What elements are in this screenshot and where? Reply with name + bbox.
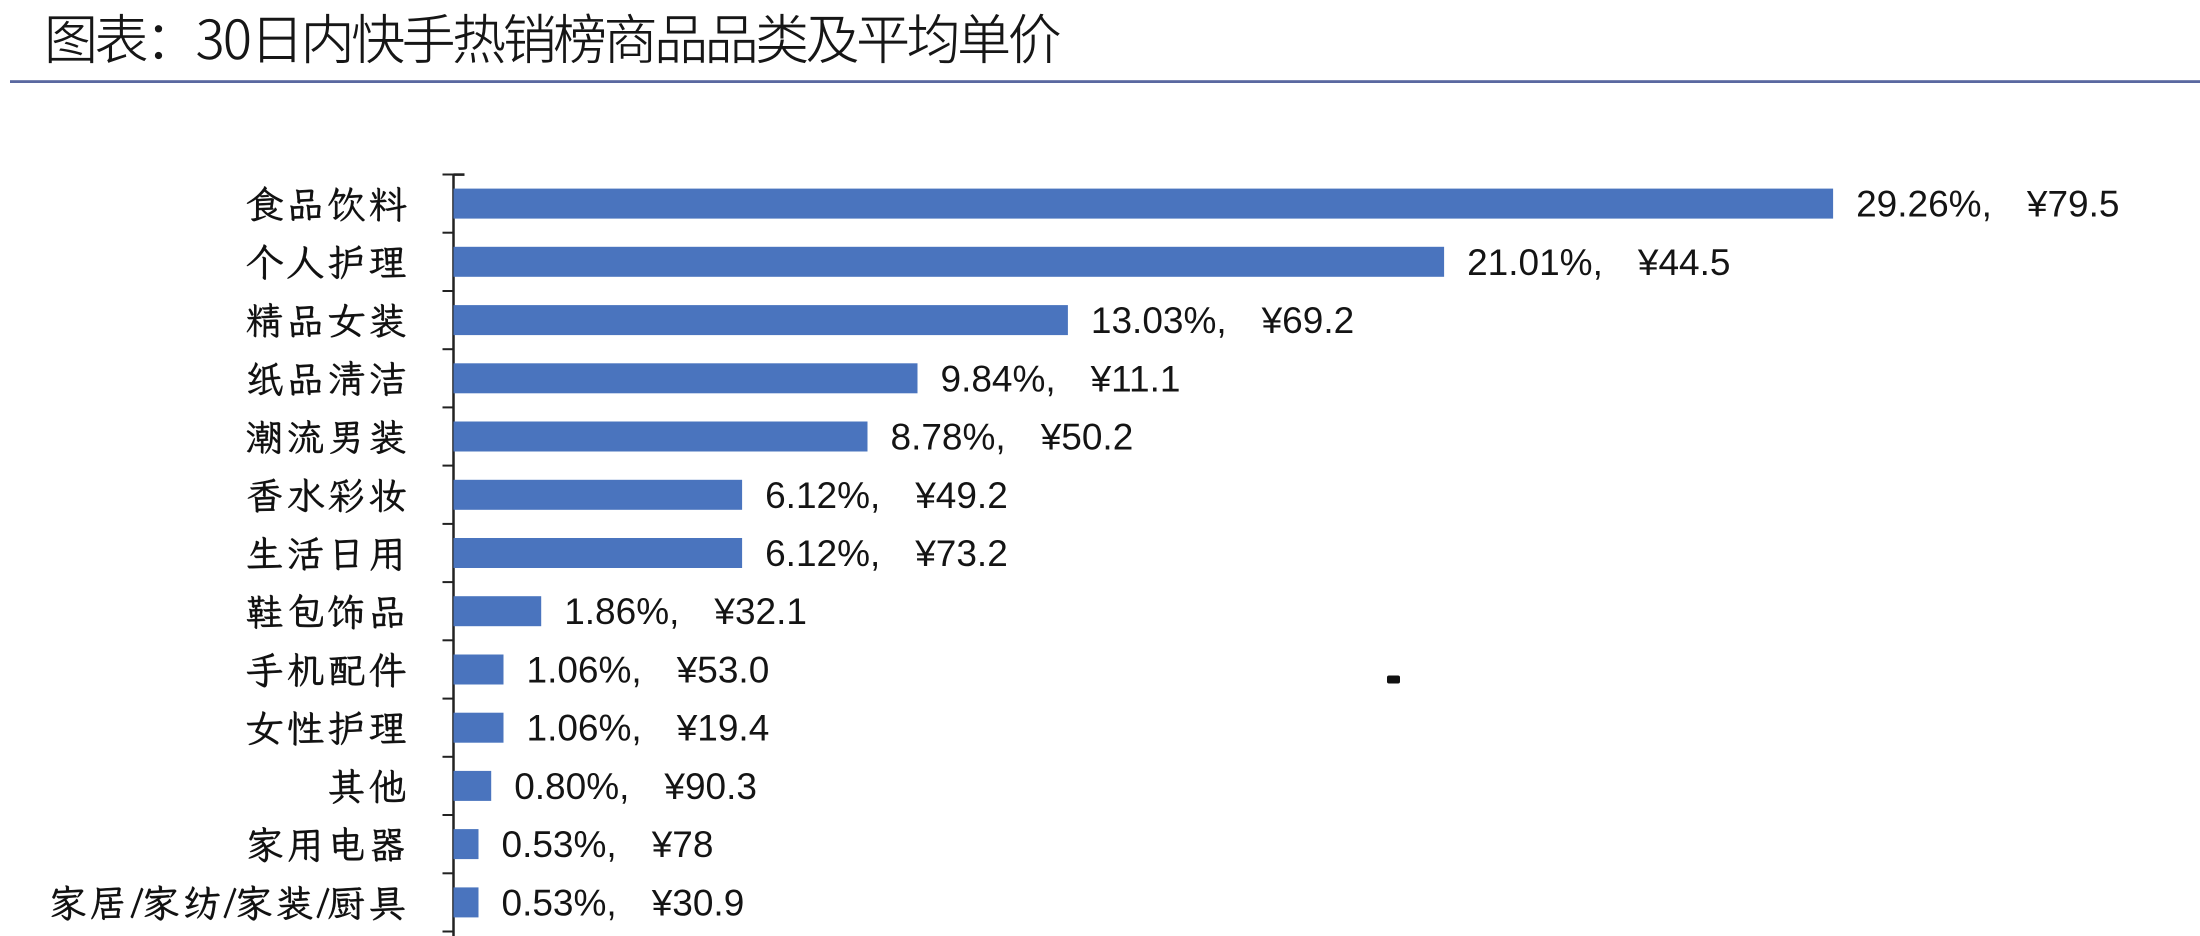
- svg-text:¥19.4: ¥19.4: [676, 708, 770, 749]
- svg-text:1.86%,: 1.86%,: [564, 591, 679, 632]
- svg-text:21.01%,: 21.01%,: [1467, 242, 1603, 283]
- svg-text:¥69.2: ¥69.2: [1261, 300, 1355, 341]
- svg-text:6.12%,: 6.12%,: [765, 533, 880, 574]
- svg-text:¥30.9: ¥30.9: [651, 882, 745, 923]
- svg-text:¥53.0: ¥53.0: [676, 650, 770, 691]
- svg-text:0.53%,: 0.53%,: [502, 882, 617, 923]
- svg-text:29.26%,: 29.26%,: [1856, 184, 1992, 225]
- svg-text:¥73.2: ¥73.2: [914, 533, 1008, 574]
- svg-text:¥79.5: ¥79.5: [2026, 184, 2120, 225]
- svg-text:0.53%,: 0.53%,: [502, 824, 617, 865]
- svg-text:¥11.1: ¥11.1: [1090, 358, 1181, 399]
- svg-text:6.12%,: 6.12%,: [765, 475, 880, 516]
- svg-text:¥90.3: ¥90.3: [663, 766, 757, 807]
- svg-text:0.80%,: 0.80%,: [514, 766, 629, 807]
- svg-text:1.06%,: 1.06%,: [527, 708, 642, 749]
- svg-text:13.03%,: 13.03%,: [1091, 300, 1227, 341]
- svg-text:¥32.1: ¥32.1: [713, 591, 807, 632]
- svg-text:9.84%,: 9.84%,: [941, 358, 1056, 399]
- svg-text:8.78%,: 8.78%,: [891, 417, 1006, 458]
- svg-text:¥78: ¥78: [651, 824, 714, 865]
- svg-text:¥49.2: ¥49.2: [914, 475, 1008, 516]
- svg-text:¥44.5: ¥44.5: [1637, 242, 1731, 283]
- svg-text:¥50.2: ¥50.2: [1040, 417, 1134, 458]
- svg-text:1.06%,: 1.06%,: [527, 650, 642, 691]
